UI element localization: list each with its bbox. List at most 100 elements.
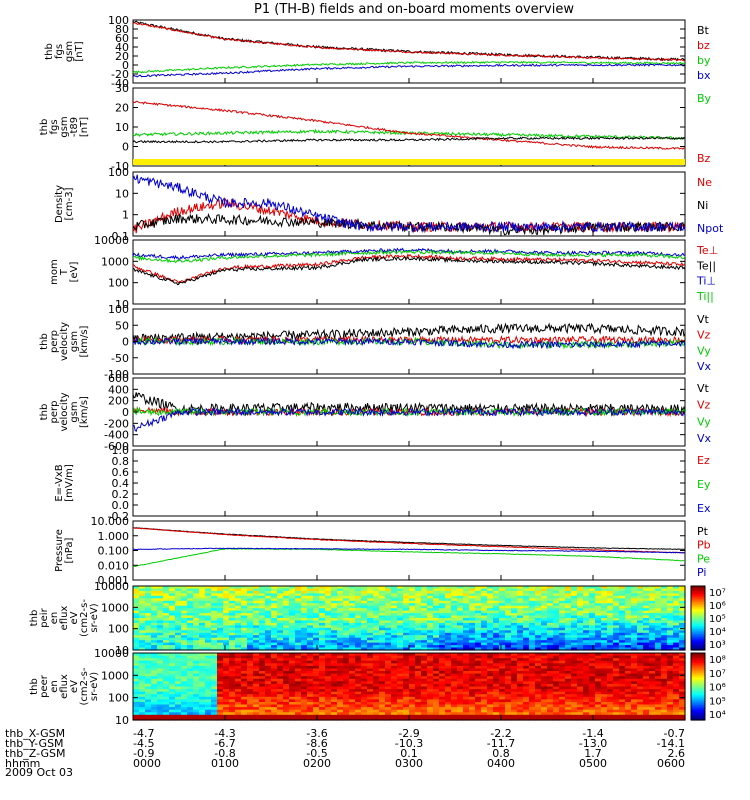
legend-label-te: Te⊥: [696, 244, 718, 257]
spectrogram-cell: [187, 709, 194, 713]
spectrogram-cell: [553, 610, 560, 614]
spectrogram-cell: [271, 613, 278, 617]
spectrogram-cell: [283, 613, 290, 617]
spectrogram-cell: [235, 676, 242, 680]
spectrogram-cell: [493, 712, 500, 716]
spectrogram-cell: [493, 663, 500, 667]
spectrogram-cell: [241, 605, 248, 609]
spectrogram-cell: [163, 683, 170, 688]
spectrogram-cell: [565, 640, 572, 644]
spectrogram-cell: [235, 655, 242, 659]
spectrogram-cell: [211, 699, 218, 703]
spectrogram-cell: [517, 686, 524, 690]
spectrogram-cell: [451, 707, 458, 711]
spectrogram-cell: [205, 704, 212, 708]
spectrogram-cell: [199, 645, 206, 649]
series-line-black: [132, 136, 686, 144]
spectrogram-cell: [643, 608, 650, 612]
spectrogram-cell: [475, 653, 482, 657]
y-axis-label-line: fgs: [54, 44, 65, 59]
spectrogram-cell: [535, 642, 542, 646]
spectrogram-cell: [313, 603, 320, 607]
spectrogram-cell: [379, 627, 386, 631]
legend-label-ne: Ne: [697, 176, 712, 189]
spectrogram-cell: [445, 709, 452, 713]
spectrogram-cell: [223, 702, 230, 706]
spectrogram-cell: [283, 702, 290, 706]
spectrogram-cell: [553, 653, 560, 657]
y-tick-label: -600: [104, 440, 129, 453]
spectrogram-cell: [289, 707, 296, 711]
spectrogram-cell: [601, 635, 608, 639]
spectrogram-cell: [199, 655, 206, 659]
spectrogram-cell: [229, 590, 236, 594]
spectrogram-cell: [445, 603, 452, 607]
spectrogram-cell: [331, 712, 338, 716]
colorbar-segment: [691, 587, 705, 590]
spectrogram-cell: [547, 620, 554, 624]
spectrogram-cell: [673, 598, 680, 602]
spectrogram-cell: [493, 610, 500, 614]
spectrogram-cell: [571, 663, 578, 667]
spectrogram-cell: [445, 645, 452, 649]
spectrogram-cell: [469, 658, 476, 662]
spectrogram-cell: [163, 622, 170, 626]
spectrogram-cell: [187, 627, 194, 631]
spectrogram-cell: [193, 681, 200, 685]
spectrogram-cell: [481, 630, 488, 634]
spectrogram-cell: [277, 676, 284, 680]
spectrogram-cell: [613, 603, 620, 607]
spectrogram-cell: [577, 598, 584, 602]
spectrogram-cell: [265, 712, 272, 716]
spectrogram-cell: [247, 673, 254, 677]
spectrogram-cell: [217, 645, 224, 649]
spectrogram-cell: [349, 681, 356, 685]
spectrogram-cell: [361, 681, 368, 685]
spectrogram-cell: [421, 704, 428, 708]
spectrogram-cell: [529, 653, 536, 657]
spectrogram-cell: [235, 645, 242, 649]
spectrogram-cell: [481, 605, 488, 609]
spectrogram-cell: [619, 600, 626, 604]
spectrogram-cell: [361, 608, 368, 612]
spectrogram-cell: [397, 586, 404, 590]
spectrogram-cell: [649, 632, 656, 636]
spectrogram-cell: [571, 637, 578, 641]
spectrogram-cell: [589, 622, 596, 626]
spectrogram-cell: [343, 668, 350, 672]
spectrogram-cell: [295, 714, 302, 718]
spectrogram-cell: [217, 620, 224, 624]
spectrogram-cell: [157, 610, 164, 614]
spectrogram-cell: [475, 593, 482, 597]
spectrogram-cell: [607, 595, 614, 599]
spectrogram-cell: [649, 618, 656, 622]
spectrogram-cell: [211, 642, 218, 646]
spectrogram-cell: [613, 717, 620, 721]
spectrogram-cell: [253, 707, 260, 711]
spectrogram-cell: [511, 622, 518, 626]
spectrogram-cell: [529, 676, 536, 680]
spectrogram-cell: [283, 600, 290, 604]
spectrogram-cell: [613, 600, 620, 604]
spectrogram-cell: [283, 615, 290, 619]
y-tick-label: 100: [108, 277, 129, 290]
spectrogram-cell: [589, 632, 596, 636]
spectrogram-cell: [451, 647, 458, 651]
spectrogram-cell: [583, 702, 590, 706]
spectrogram-cell: [319, 610, 326, 614]
spectrogram-cell: [205, 603, 212, 607]
legend-label-by: By: [697, 92, 712, 105]
spectrogram-cell: [601, 683, 608, 688]
spectrogram-cell: [445, 714, 452, 718]
spectrogram-cell: [259, 699, 266, 703]
spectrogram-cell: [313, 645, 320, 649]
panel-frame: [132, 308, 686, 375]
spectrogram-cell: [211, 653, 218, 657]
spectrogram-cell: [517, 608, 524, 612]
spectrogram-cell: [529, 588, 536, 592]
spectrogram-cell: [391, 630, 398, 634]
spectrogram-cell: [211, 600, 218, 604]
spectrogram-cell: [553, 637, 560, 641]
spectrogram-cell: [385, 645, 392, 649]
spectrogram-cell: [439, 590, 446, 594]
